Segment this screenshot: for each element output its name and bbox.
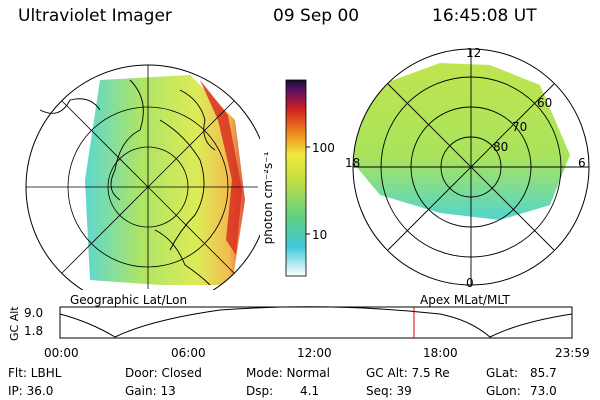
- timeline-xtick-1200: 12:00: [297, 346, 332, 360]
- gc-alt-info: GC Alt: 7.5 Re: [366, 366, 450, 380]
- colorbar-tick-10: 10: [312, 228, 328, 242]
- polar-mlt-line: [387, 83, 555, 251]
- coastline-outlines: [39, 79, 216, 286]
- polar-panel-label: Apex MLat/MLT: [420, 293, 510, 307]
- mlt-label-0: 0: [466, 276, 474, 290]
- colorbar-tick-100: 100: [312, 141, 335, 155]
- timeline-xtick-0000: 00:00: [44, 346, 79, 360]
- mlt-label-6: 6: [578, 156, 586, 170]
- door-info: Door: Closed: [125, 366, 202, 380]
- orbit-timeline: GC Alt: [8, 306, 573, 341]
- timeline-xtick-0600: 06:00: [171, 346, 206, 360]
- geo-meridian: [61, 186, 149, 274]
- dsp-value: 4.1: [300, 384, 320, 398]
- geo-meridian: [61, 100, 149, 188]
- colorbar-unit-label: photon cm⁻²s⁻¹: [264, 151, 275, 244]
- mode-info: Mode: Normal: [246, 366, 330, 380]
- colorbar-gradient: [285, 79, 307, 277]
- dsp-label: Dsp:: [246, 384, 274, 398]
- colorbar: photon cm⁻²s⁻¹: [264, 79, 310, 277]
- timeline-xtick-2359: 23:59: [555, 346, 590, 360]
- timeline-ytick-1-8: 1.8: [24, 324, 44, 338]
- timeline-xtick-1800: 18:00: [423, 346, 458, 360]
- gain-info: Gain: 13: [125, 384, 176, 398]
- mlt-label-12: 12: [466, 46, 482, 60]
- instrument-title: Ultraviolet Imager: [18, 6, 172, 26]
- time-label: 16:45:08 UT: [432, 6, 537, 26]
- flt-info: Flt: LBHL: [8, 366, 62, 380]
- timeline-axis-label: GC Alt: [8, 306, 21, 341]
- glat-value: 85.7: [530, 366, 557, 380]
- polar-aurora-region: [353, 63, 570, 220]
- mlat-label-70: 70: [512, 120, 528, 134]
- aurora-emission-region: [85, 75, 245, 285]
- timeline-altitude-curve: [59, 306, 573, 338]
- geo-meridian: [147, 100, 235, 188]
- geo-panel-label: Geographic Lat/Lon: [70, 293, 188, 307]
- timeline-ytick-9: 9.0: [24, 306, 44, 320]
- seq-info: Seq: 39: [366, 384, 412, 398]
- glon-label: GLon:: [486, 384, 521, 398]
- geographic-map-panel: [25, 64, 260, 290]
- glat-label: GLat:: [486, 366, 519, 380]
- mlt-label-18: 18: [345, 156, 361, 170]
- aurora-bright-band: [200, 80, 242, 255]
- date-label: 09 Sep 00: [273, 6, 360, 26]
- ip-info: IP: 36.0: [8, 384, 54, 398]
- mlat-label-80: 80: [493, 140, 509, 154]
- mlat-label-60: 60: [537, 96, 553, 110]
- timeline-frame: [59, 306, 573, 339]
- geo-meridian: [147, 186, 235, 274]
- glon-value: 73.0: [530, 384, 557, 398]
- polar-mlt-panel: [352, 48, 590, 286]
